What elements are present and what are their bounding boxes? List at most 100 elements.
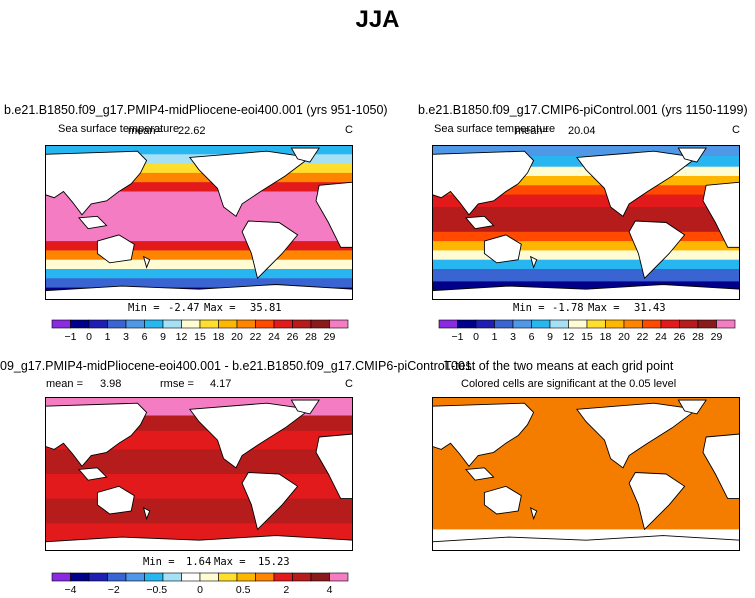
colorbar-tick-label: 0.5 bbox=[236, 584, 251, 596]
land-mass bbox=[315, 433, 353, 500]
sst-band bbox=[45, 172, 353, 183]
panel-title-pliocene: b.e21.B1850.f09_g17.PMIP4-midPliocene-eo… bbox=[4, 103, 388, 117]
sst-band bbox=[45, 250, 353, 261]
colorbar-tick-label: 3 bbox=[123, 331, 129, 343]
colorbar-swatch bbox=[512, 319, 532, 329]
colorbar-tick-label: 20 bbox=[618, 331, 630, 343]
sst-map-picontrol bbox=[432, 145, 740, 300]
colorbar-tick-label: 18 bbox=[213, 331, 225, 343]
mean-value-difference: 3.98 bbox=[100, 378, 122, 390]
land-mass bbox=[241, 220, 299, 280]
mean-label-picontrol: mean= bbox=[515, 125, 549, 137]
figure-title: JJA bbox=[355, 6, 400, 33]
colorbar-tick-label: 26 bbox=[674, 331, 686, 343]
colorbar-swatch bbox=[292, 572, 312, 582]
colorbar-tick-label: 12 bbox=[176, 331, 188, 343]
colorbar-tick-label: 22 bbox=[637, 331, 649, 343]
sst-map-pliocene bbox=[45, 145, 353, 300]
colorbar-swatch bbox=[181, 319, 201, 329]
colorbar-tick-label: 18 bbox=[600, 331, 612, 343]
land-mass bbox=[241, 472, 299, 531]
sst-band bbox=[432, 185, 740, 196]
colorbar-swatch bbox=[457, 319, 477, 329]
land-mass bbox=[483, 234, 522, 264]
colorbar-tick-label: −1 bbox=[452, 331, 464, 343]
land-mass bbox=[45, 284, 353, 300]
colorbar-tick-label: 24 bbox=[268, 331, 280, 343]
colorbar-tick-label: 4 bbox=[327, 584, 333, 596]
units-picontrol: C bbox=[732, 124, 740, 136]
sst-band bbox=[432, 145, 740, 157]
colorbar-tick-label: 0 bbox=[197, 584, 203, 596]
colorbar-swatch bbox=[51, 572, 71, 582]
land-mass bbox=[432, 150, 535, 216]
colorbar-swatch bbox=[218, 319, 238, 329]
sst-band bbox=[432, 241, 740, 251]
colorbar-tick-label: 1 bbox=[105, 331, 111, 343]
colorbar-swatch bbox=[88, 572, 108, 582]
colorbar-swatch bbox=[586, 319, 606, 329]
panel-title-ttest: T-test of the two means at each grid poi… bbox=[444, 359, 674, 373]
ttest-significance-map bbox=[432, 397, 740, 551]
land-mass bbox=[529, 507, 538, 521]
land-mass bbox=[464, 467, 495, 481]
land-mass bbox=[142, 507, 151, 521]
colorbar-difference: −4 −2 −0.5 0 0.5 2 4 bbox=[51, 572, 349, 596]
variable-label-picontrol: Sea surface temperature bbox=[434, 123, 556, 135]
colorbar-tick-label: 28 bbox=[692, 331, 704, 343]
rmse-value-difference: 4.17 bbox=[210, 378, 232, 390]
colorbar-tick-label: 15 bbox=[581, 331, 593, 343]
colorbar-tick-label: 22 bbox=[250, 331, 262, 343]
colorbar-swatch bbox=[70, 319, 90, 329]
colorbar-tick-label: 28 bbox=[305, 331, 317, 343]
colorbar-tick-label: 12 bbox=[563, 331, 575, 343]
colorbar-swatch bbox=[660, 319, 680, 329]
max-value-pliocene: 35.81 bbox=[250, 302, 282, 314]
map-frame bbox=[45, 145, 353, 300]
colorbar-swatch bbox=[236, 572, 256, 582]
colorbar-swatch bbox=[255, 572, 275, 582]
colorbar-swatch bbox=[642, 319, 662, 329]
sst-band bbox=[45, 259, 353, 270]
colorbar-swatch bbox=[218, 572, 238, 582]
sst-band bbox=[432, 250, 740, 261]
colorbar-swatch bbox=[438, 319, 458, 329]
colorbar-swatch bbox=[236, 319, 256, 329]
sst-band bbox=[432, 166, 740, 177]
sst-band bbox=[45, 241, 353, 251]
colorbar-tick-label: 29 bbox=[711, 331, 723, 343]
land-mass bbox=[45, 150, 148, 216]
land-mass bbox=[77, 467, 108, 481]
land-mass bbox=[529, 255, 538, 269]
colorbar-swatch bbox=[255, 319, 275, 329]
colorbar-swatch bbox=[329, 319, 349, 329]
colorbar-swatch bbox=[181, 572, 201, 582]
colorbar-swatch bbox=[310, 319, 330, 329]
land-mass bbox=[45, 535, 353, 551]
colorbar-swatch bbox=[125, 319, 145, 329]
colorbar-swatch bbox=[549, 319, 569, 329]
land-mass bbox=[628, 472, 686, 531]
colorbar-swatch bbox=[679, 319, 699, 329]
colorbar-swatch bbox=[568, 319, 588, 329]
land-mass bbox=[628, 220, 686, 280]
units-pliocene: C bbox=[345, 124, 353, 136]
colorbar-swatch bbox=[199, 572, 219, 582]
rmse-label-difference: rmse = bbox=[160, 378, 194, 390]
colorbar-swatch bbox=[125, 572, 145, 582]
colorbar-tick-label: 20 bbox=[231, 331, 243, 343]
min-label-picontrol: Min = bbox=[513, 302, 545, 314]
land-mass bbox=[96, 234, 135, 264]
colorbar-swatch bbox=[162, 572, 182, 582]
max-label-picontrol: Max = bbox=[588, 302, 620, 314]
colorbar-tick-label: 24 bbox=[655, 331, 667, 343]
mean-label-difference: mean = bbox=[46, 378, 83, 390]
colorbar-swatch bbox=[531, 319, 551, 329]
colorbar-tick-label: −0.5 bbox=[146, 584, 167, 596]
land-mass bbox=[464, 215, 495, 230]
land-mass bbox=[702, 181, 740, 248]
colorbar-swatch bbox=[107, 572, 127, 582]
colorbar-swatch bbox=[623, 319, 643, 329]
land-mass bbox=[290, 399, 320, 415]
panel-title-difference: 09_g17.PMIP4-midPliocene-eoi400.001 - b.… bbox=[0, 359, 472, 373]
